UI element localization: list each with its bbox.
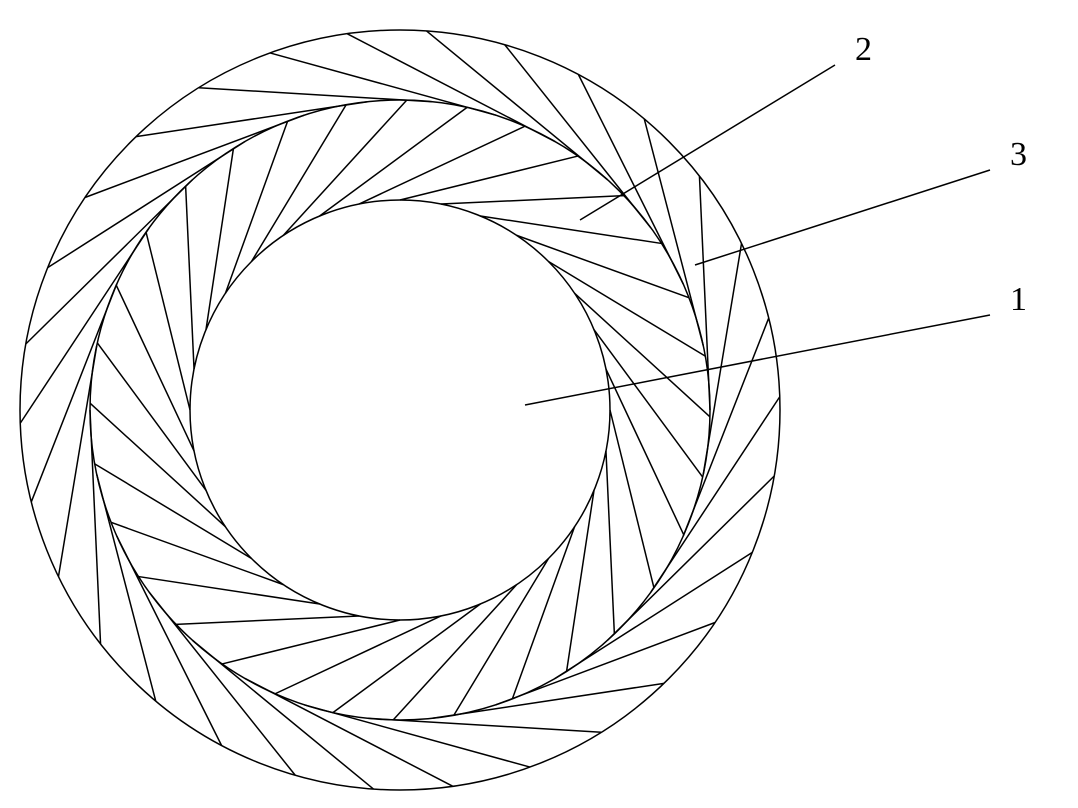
outer-hatched-ring (20, 31, 780, 789)
inner-hatched-ring (90, 100, 710, 720)
leader-line-3 (695, 170, 990, 265)
diagram-svg: 2 3 1 (0, 0, 1078, 808)
outer-circle (20, 30, 780, 790)
callout-label-2: 2 (855, 31, 872, 68)
callout-label-3: 3 (1010, 136, 1027, 173)
leader-line-1 (525, 315, 990, 405)
leader-line-2 (580, 65, 835, 220)
inner-circle (190, 200, 610, 620)
callout-label-1: 1 (1010, 281, 1027, 318)
middle-circle (90, 100, 710, 720)
